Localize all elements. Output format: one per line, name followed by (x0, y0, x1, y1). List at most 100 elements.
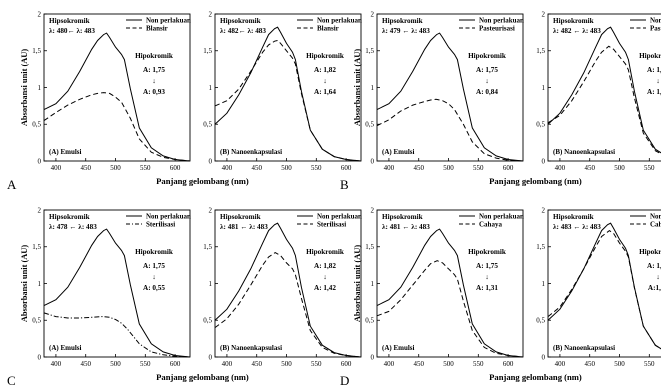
y-tick-label: 1,5 (365, 47, 374, 55)
series-line-treatment (43, 312, 191, 358)
plot-frame (43, 13, 191, 162)
y-tick-label: 0,5 (203, 121, 212, 129)
series-line-treatment (376, 260, 524, 358)
x-tick-label: 600 (341, 360, 352, 368)
y-tick-label: 2 (209, 206, 213, 214)
series-line-treatment (43, 92, 191, 162)
x-tick-label: 500 (281, 360, 292, 368)
y-tick-label: 2 (38, 206, 42, 214)
hipsokromik-lambda: λ: 478 ← λ: 483 (49, 223, 97, 231)
hipokromik-from: A: 1,82 (314, 262, 336, 270)
y-tick-label: 0 (371, 157, 375, 165)
hipokromik-title: Hipokromik (135, 248, 173, 256)
panel-label: (A) Emulsi (382, 344, 415, 352)
panel-label: (A) Emulsi (382, 148, 415, 156)
hipokromik-to: A: 1,64 (314, 88, 336, 96)
y-tick-label: 2 (38, 10, 42, 18)
series-line-treatment (214, 252, 362, 358)
x-tick-label: 600 (170, 360, 181, 368)
y-tick-label: 0 (542, 157, 546, 165)
x-axis-label: Panjang gelombang (nm) (156, 372, 249, 382)
x-tick-label: 500 (443, 360, 454, 368)
x-tick-label: 450 (584, 360, 595, 368)
y-tick-label: 0,5 (365, 317, 374, 325)
x-axis-label: Panjang gelombang (nm) (489, 372, 582, 382)
x-tick-label: 550 (140, 360, 151, 368)
hipokromik-to: A: 0,93 (143, 88, 165, 96)
legend-label: Cahaya (479, 220, 502, 228)
plot-frame (376, 209, 524, 358)
down-arrow-icon: ↓ (485, 77, 489, 85)
x-tick-label: 450 (251, 360, 262, 368)
legend-label: Non perlakuan (650, 16, 661, 24)
x-axis-label: Panjang gelombang (nm) (156, 176, 249, 186)
hipsokromik-lambda: λ: 480← λ: 483 (49, 27, 95, 35)
plot-frame (214, 13, 362, 162)
x-tick-label: 450 (584, 164, 595, 172)
y-axis-label: Absorbansi unit (AU) (353, 245, 362, 322)
x-tick-label: 500 (110, 164, 121, 172)
figure-letter: A (7, 177, 17, 192)
x-tick-label: 450 (80, 164, 91, 172)
hipokromik-from: A: 1,75 (476, 66, 498, 74)
legend-label: Non perlakuan (317, 212, 362, 220)
chart-panel-7: 400 450 500 550 600 0 0,5 1 1,5 2 Hipsokromik λ: 48… (365, 206, 524, 368)
series-line-non-perlakuan (376, 228, 524, 358)
legend-label: Non perlakuan (146, 212, 191, 220)
series-line-non-perlakuan (43, 228, 191, 358)
chart-panel-5: 400 450 500 550 600 0 0,5 1 1,5 2 Hipsokromik λ: 47… (32, 206, 191, 368)
y-axis-label: Absorbansi unit (AU) (20, 49, 29, 126)
y-tick-label: 1 (542, 84, 546, 92)
x-tick-label: 550 (140, 164, 151, 172)
x-tick-label: 500 (281, 164, 292, 172)
y-tick-label: 1,5 (32, 47, 41, 55)
x-tick-label: 550 (644, 164, 655, 172)
hipokromik-title: Hipokromik (639, 52, 661, 60)
legend-label: Non perlakuan (479, 212, 524, 220)
down-arrow-icon: ↓ (152, 77, 156, 85)
y-tick-label: 2 (371, 206, 375, 214)
figure-letter: C (7, 373, 16, 388)
hipsokromik-lambda: λ: 483 ← λ: 483 (553, 223, 601, 231)
hipokromik-to: A: 1,42 (314, 284, 336, 292)
series-line-non-perlakuan (376, 32, 524, 162)
figure-letter: B (340, 177, 349, 192)
y-tick-label: 0,5 (536, 121, 545, 129)
y-tick-label: 1 (38, 280, 42, 288)
y-tick-label: 0 (542, 353, 546, 361)
legend-label: Non perlakuan (317, 16, 362, 24)
y-tick-label: 1,5 (32, 243, 41, 251)
chart-panel-2: 400 450 500 550 600 0 0,5 1 1,5 2 Hipsokromik λ: 48… (203, 10, 362, 172)
y-tick-label: 1 (371, 280, 375, 288)
down-arrow-icon: ↓ (656, 273, 660, 281)
x-tick-label: 400 (51, 164, 62, 172)
y-axis-label: Absorbansi unit (AU) (353, 49, 362, 126)
x-tick-label: 450 (413, 164, 424, 172)
y-tick-label: 1,5 (203, 47, 212, 55)
hipokromik-from: A: 1,82 (647, 262, 661, 270)
hipsokromik-title: Hipsokromik (382, 17, 423, 25)
y-tick-label: 1 (542, 280, 546, 288)
legend-label: Pasteurisasi (479, 24, 515, 32)
legend-label: Non perlakuan (650, 212, 661, 220)
hipokromik-from: A: 1,75 (143, 262, 165, 270)
panel-label: (A) Emulsi (49, 148, 82, 156)
series-line-treatment (547, 229, 661, 350)
panel-label: (B) Nanoenkapsulasi (220, 344, 282, 352)
legend-label: Blansir (146, 24, 168, 32)
hipsokromik-lambda: λ: 481 ← λ: 483 (382, 223, 430, 231)
chart-panel-1: 400 450 500 550 600 0 0,5 1 1,5 2 Hipsokromik λ: 48… (32, 10, 191, 172)
series-line-non-perlakuan (547, 222, 661, 350)
y-tick-label: 2 (542, 206, 546, 214)
series-line-non-perlakuan (43, 32, 191, 162)
hipsokromik-title: Hipsokromik (553, 213, 594, 221)
hipokromik-from: A: 1,75 (143, 66, 165, 74)
y-tick-label: 0 (371, 353, 375, 361)
plot-frame (376, 13, 524, 162)
y-tick-label: 0,5 (536, 317, 545, 325)
x-tick-label: 600 (503, 164, 514, 172)
plot-frame (547, 209, 661, 358)
x-tick-label: 500 (443, 164, 454, 172)
